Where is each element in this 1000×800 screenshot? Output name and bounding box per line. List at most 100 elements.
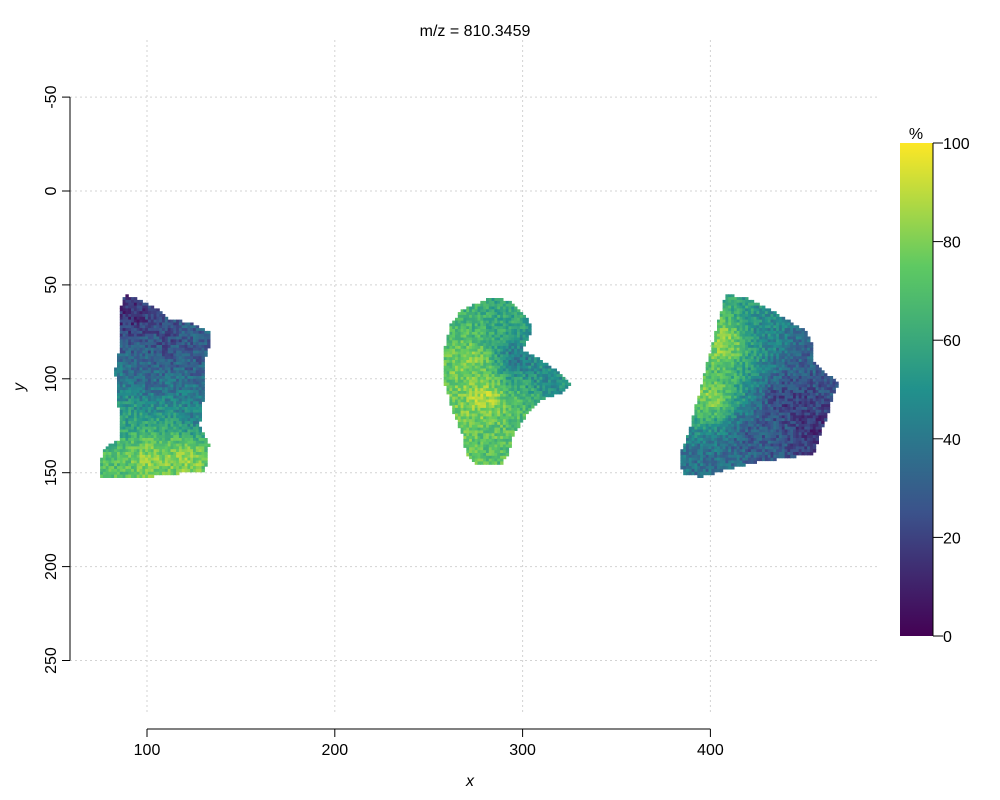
ion-pixel bbox=[159, 421, 163, 425]
ion-pixel bbox=[178, 401, 183, 405]
ion-pixel bbox=[739, 384, 743, 388]
ion-pixel bbox=[708, 361, 712, 366]
ion-pixel bbox=[181, 468, 186, 473]
ion-pixel bbox=[550, 368, 555, 372]
ion-pixel bbox=[480, 419, 484, 423]
ion-pixel bbox=[733, 370, 738, 374]
ion-pixel bbox=[150, 409, 155, 414]
ion-pixel bbox=[514, 360, 518, 364]
ion-pixel bbox=[164, 449, 169, 453]
ion-pixel bbox=[733, 342, 738, 346]
ion-pixel bbox=[159, 373, 163, 377]
ion-pixel bbox=[480, 461, 484, 465]
ion-pixel bbox=[128, 316, 132, 321]
ion-pixel bbox=[502, 422, 507, 426]
ion-pixel bbox=[790, 359, 794, 363]
ion-pixel bbox=[114, 466, 118, 470]
ion-pixel bbox=[536, 360, 541, 364]
ion-pixel bbox=[517, 343, 521, 347]
ion-pixel bbox=[812, 364, 817, 369]
ion-pixel bbox=[500, 419, 504, 423]
ion-pixel bbox=[178, 319, 183, 323]
ion-pixel bbox=[162, 376, 166, 380]
ion-pixel bbox=[748, 404, 752, 408]
ion-pixel bbox=[700, 398, 704, 402]
ion-pixel bbox=[119, 350, 124, 354]
ion-pixel bbox=[519, 410, 524, 415]
ion-pixel bbox=[153, 316, 157, 321]
ion-pixel bbox=[201, 367, 205, 371]
ion-pixel bbox=[553, 376, 557, 381]
ion-pixel bbox=[119, 432, 124, 436]
ion-pixel bbox=[466, 317, 470, 322]
ion-pixel bbox=[125, 316, 129, 321]
ion-pixel bbox=[767, 364, 772, 369]
ion-pixel bbox=[488, 405, 493, 409]
ion-pixel bbox=[170, 404, 174, 408]
ion-pixel bbox=[136, 421, 141, 425]
ion-pixel bbox=[463, 365, 467, 370]
ion-pixel bbox=[131, 398, 135, 402]
ion-pixel bbox=[731, 395, 735, 400]
ion-pixel bbox=[488, 461, 493, 465]
ion-pixel bbox=[748, 314, 752, 318]
ion-pixel bbox=[486, 351, 490, 355]
ion-pixel bbox=[745, 373, 749, 377]
ion-pixel bbox=[798, 347, 803, 352]
ion-pixel bbox=[731, 387, 735, 391]
ion-pixel bbox=[759, 350, 763, 354]
ion-pixel bbox=[787, 409, 791, 414]
ion-pixel bbox=[736, 387, 741, 391]
ion-pixel bbox=[181, 373, 186, 377]
ion-pixel bbox=[136, 435, 141, 439]
ion-pixel bbox=[483, 374, 487, 378]
ion-pixel bbox=[795, 395, 800, 400]
ion-pixel bbox=[198, 353, 202, 357]
ion-pixel bbox=[719, 370, 724, 374]
ion-pixel bbox=[500, 323, 504, 327]
ion-pixel bbox=[466, 436, 470, 440]
ion-pixel bbox=[201, 449, 205, 453]
ion-pixel bbox=[801, 361, 805, 366]
ion-pixel bbox=[728, 395, 732, 400]
ion-pixel bbox=[750, 370, 755, 374]
ion-pixel bbox=[145, 454, 149, 459]
ion-pixel bbox=[463, 368, 467, 372]
ion-pixel bbox=[466, 312, 470, 316]
ion-pixel bbox=[708, 407, 712, 411]
ion-pixel bbox=[463, 331, 467, 336]
ion-pixel bbox=[446, 337, 450, 341]
ion-pixel bbox=[147, 460, 152, 464]
ion-pixel bbox=[466, 450, 470, 454]
ion-pixel bbox=[804, 330, 808, 335]
ion-pixel bbox=[122, 443, 126, 447]
ion-pixel bbox=[466, 422, 470, 426]
ion-pixel bbox=[826, 407, 831, 411]
ion-pixel bbox=[750, 302, 755, 307]
ion-pixel bbox=[147, 423, 152, 428]
ion-pixel bbox=[778, 342, 783, 346]
ion-pixel bbox=[784, 367, 788, 371]
ion-pixel bbox=[125, 294, 129, 298]
ion-pixel bbox=[787, 345, 791, 349]
ion-pixel bbox=[176, 446, 180, 450]
ion-pixel bbox=[824, 404, 828, 408]
ion-pixel bbox=[117, 373, 121, 377]
ion-pixel bbox=[804, 345, 808, 349]
ion-pixel bbox=[469, 345, 473, 350]
ion-pixel bbox=[167, 364, 172, 369]
ion-pixel bbox=[159, 412, 163, 416]
ion-pixel bbox=[471, 419, 476, 423]
ion-pixel bbox=[508, 314, 512, 319]
ion-pixel bbox=[494, 354, 498, 358]
ion-pixel bbox=[156, 460, 160, 464]
ion-pixel bbox=[156, 325, 160, 329]
ion-pixel bbox=[531, 393, 535, 398]
ion-pixel bbox=[767, 381, 772, 385]
ion-pixel bbox=[187, 384, 191, 388]
ion-pixel bbox=[764, 378, 769, 383]
ion-pixel bbox=[457, 337, 462, 341]
ion-pixel bbox=[457, 371, 462, 375]
ion-pixel bbox=[528, 376, 532, 381]
ion-pixel bbox=[139, 330, 143, 335]
